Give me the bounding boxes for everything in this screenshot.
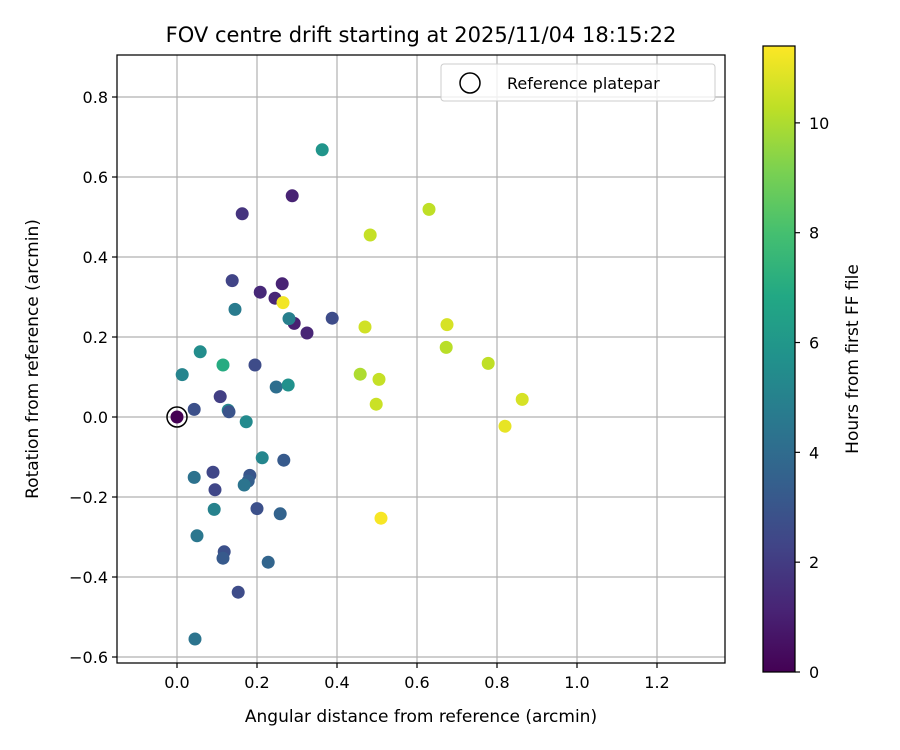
data-point (216, 551, 230, 565)
data-point (276, 296, 290, 310)
legend-box (440, 63, 716, 102)
data-point (439, 340, 453, 354)
data-point (498, 419, 512, 433)
data-point (325, 311, 339, 325)
x-axis-label: Angular distance from reference (arcmin) (245, 707, 597, 727)
colorbar-label: Hours from first FF file (843, 264, 863, 454)
data-point (213, 390, 227, 404)
y-tick-label: 0.6 (83, 168, 108, 187)
data-point (277, 453, 291, 467)
y-tick-label: 0.2 (83, 328, 108, 347)
data-point (193, 345, 207, 359)
data-point (207, 502, 221, 516)
data-point (231, 585, 245, 599)
data-point (315, 143, 329, 157)
data-point (374, 511, 388, 525)
colorbar-tick-label: 2 (809, 553, 819, 572)
data-point (275, 277, 289, 291)
x-tick-label: 1.2 (644, 673, 669, 692)
data-point (440, 318, 454, 332)
data-point (208, 483, 222, 497)
data-point (363, 228, 377, 242)
data-point (237, 478, 251, 492)
y-tick-label: 0.4 (83, 248, 108, 267)
x-tick-label: 0.6 (404, 673, 429, 692)
data-point (369, 397, 383, 411)
data-point (281, 378, 295, 392)
y-axis-ticks: −0.6 −0.4 −0.2 0.0 0.2 0.4 0.6 0.8 (69, 88, 117, 667)
colorbar: 0 2 4 6 8 10 Hours from first FF file (762, 45, 863, 682)
x-tick-label: 0.2 (244, 673, 269, 692)
data-point (282, 312, 296, 326)
colorbar-tick-label: 6 (809, 334, 819, 353)
plot-frame (116, 54, 726, 664)
data-point (170, 410, 184, 424)
chart-title: FOV centre drift starting at 2025/11/04 … (166, 23, 677, 47)
data-point (481, 356, 495, 370)
y-tick-label: −0.6 (69, 648, 108, 667)
colorbar-tick-label: 10 (809, 114, 829, 133)
data-point (222, 405, 236, 419)
data-point (285, 189, 299, 203)
colorbar-gradient (762, 45, 796, 673)
data-point (358, 320, 372, 334)
grid-lines (117, 55, 725, 663)
x-tick-label: 0.8 (484, 673, 509, 692)
legend: Reference platepar (440, 63, 716, 102)
data-point (188, 632, 202, 646)
x-axis-ticks: 0.0 0.2 0.4 0.6 0.8 1.0 1.2 (164, 663, 670, 692)
y-tick-label: −0.4 (69, 568, 108, 587)
data-point (261, 555, 275, 569)
x-tick-label: 1.0 (564, 673, 589, 692)
y-tick-label: −0.2 (69, 488, 108, 507)
data-point (269, 380, 283, 394)
data-points (166, 143, 529, 646)
data-point (353, 367, 367, 381)
colorbar-tick-label: 0 (809, 663, 819, 682)
data-point (515, 392, 529, 406)
data-point (255, 451, 269, 465)
y-tick-label: 0.8 (83, 88, 108, 107)
data-point (250, 502, 264, 516)
data-point (235, 207, 249, 221)
colorbar-tick-label: 4 (809, 443, 819, 462)
data-point (187, 470, 201, 484)
data-point (206, 465, 220, 479)
y-axis-label: Rotation from reference (arcmin) (23, 219, 43, 499)
legend-label: Reference platepar (507, 74, 660, 93)
data-point (372, 372, 386, 386)
data-point (216, 358, 230, 372)
legend-marker (459, 72, 481, 94)
data-point (228, 302, 242, 316)
data-point (273, 507, 287, 521)
data-point (248, 358, 262, 372)
colorbar-ticks: 0 2 4 6 8 10 (795, 114, 829, 682)
data-point (225, 274, 239, 288)
x-tick-label: 0.0 (164, 673, 189, 692)
x-tick-label: 0.4 (324, 673, 349, 692)
data-point (190, 529, 204, 543)
data-point (253, 285, 267, 299)
data-point (300, 326, 314, 340)
data-point (175, 368, 189, 382)
data-point (422, 202, 436, 216)
reference-marker (166, 406, 188, 428)
data-point (187, 402, 201, 416)
y-tick-label: 0.0 (83, 408, 108, 427)
data-point (239, 415, 253, 429)
colorbar-tick-label: 8 (809, 224, 819, 243)
